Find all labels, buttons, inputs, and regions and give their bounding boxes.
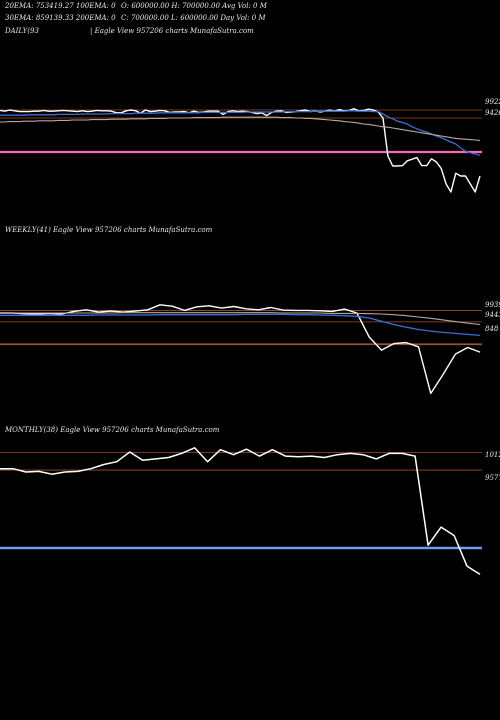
daily-tick-label-0: 9922 [485, 98, 500, 106]
daily-series-0 [0, 108, 481, 193]
monthly-tick-label-1: 9577 [485, 474, 500, 482]
header-ohlc-line1: O: 600000.00 H: 700000.00 Avg Vol: 0 M [121, 2, 267, 10]
header-ema-line1: 20EMA: 753419.27 100EMA: 0 [5, 2, 116, 10]
header-ohlc-line2: C: 700000.00 L: 600000.00 Day Vol: 0 M [121, 14, 266, 22]
weekly-panel-title: WEEKLY(41) Eagle View 957206 charts Muna… [5, 226, 213, 234]
weekly-series-1 [0, 313, 481, 337]
daily-series-2 [0, 116, 481, 141]
weekly-tick-label-1: 9443 [485, 311, 500, 319]
weekly-tick-label-2: 848 [485, 325, 499, 333]
monthly-series-0 [0, 447, 481, 576]
daily-tick-label-1: 9426 [485, 109, 500, 117]
monthly-tick-label-0: 10126 [485, 451, 500, 459]
monthly-panel-title: MONTHLY(38) Eagle View 957206 charts Mun… [5, 426, 220, 434]
daily-panel-title: DAILY(93 [5, 27, 39, 35]
daily-series-1 [0, 110, 481, 156]
header-ema-line2: 30EMA: 859139.33 200EMA: 0 [5, 14, 116, 22]
weekly-series-2 [0, 312, 481, 326]
weekly-series-0 [0, 304, 481, 395]
daily-panel-caption: | Eagle View 957206 charts MunafaSutra.c… [90, 27, 254, 35]
